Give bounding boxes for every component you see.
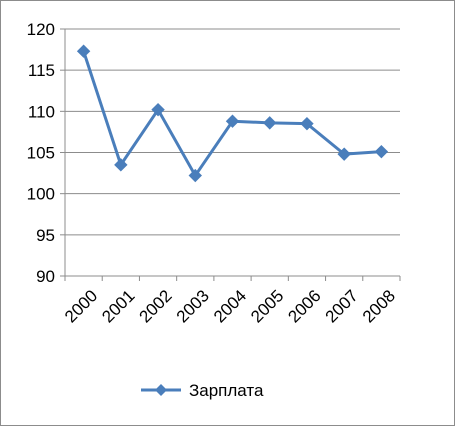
y-tick-label-120: 120 — [27, 20, 55, 39]
data-point-2002 — [151, 102, 165, 117]
y-tick-label-100: 100 — [27, 185, 55, 204]
data-point-2007 — [337, 147, 351, 161]
y-tick-label-105: 105 — [27, 144, 55, 163]
x-tick-label-2001: 2001 — [98, 286, 138, 326]
x-tick-label-2007: 2007 — [322, 286, 362, 326]
axes — [60, 28, 401, 281]
y-gridlines — [65, 28, 400, 277]
y-tick-label-95: 95 — [36, 226, 55, 245]
y-tick-label-110: 110 — [28, 102, 55, 121]
data-point-2006 — [300, 116, 314, 131]
x-tick-label-2008: 2008 — [359, 286, 399, 326]
data-point-2001 — [114, 158, 128, 172]
x-tick-label-2000: 2000 — [61, 286, 101, 326]
x-tick-label-2002: 2002 — [136, 286, 176, 326]
data-point-2003 — [188, 168, 202, 183]
data-point-2004 — [225, 114, 240, 128]
x-tick-label-2003: 2003 — [173, 286, 213, 326]
y-tick-labels: 90 95 100 105 110 115 120 — [27, 20, 55, 286]
data-point-2008 — [374, 144, 389, 159]
y-tick-label-115: 115 — [28, 61, 55, 80]
data-point-2005 — [263, 116, 277, 130]
x-tick-label-2004: 2004 — [210, 286, 250, 326]
legend-diamond-marker — [155, 384, 167, 396]
x-tick-label-2005: 2005 — [247, 286, 287, 326]
legend: Зарплата — [141, 381, 264, 400]
series-group — [76, 44, 389, 183]
y-tick-label-90: 90 — [36, 267, 55, 286]
data-point-2000 — [76, 44, 91, 58]
x-tick-label-2006: 2006 — [284, 286, 324, 326]
legend-label: Зарплата — [189, 381, 264, 400]
